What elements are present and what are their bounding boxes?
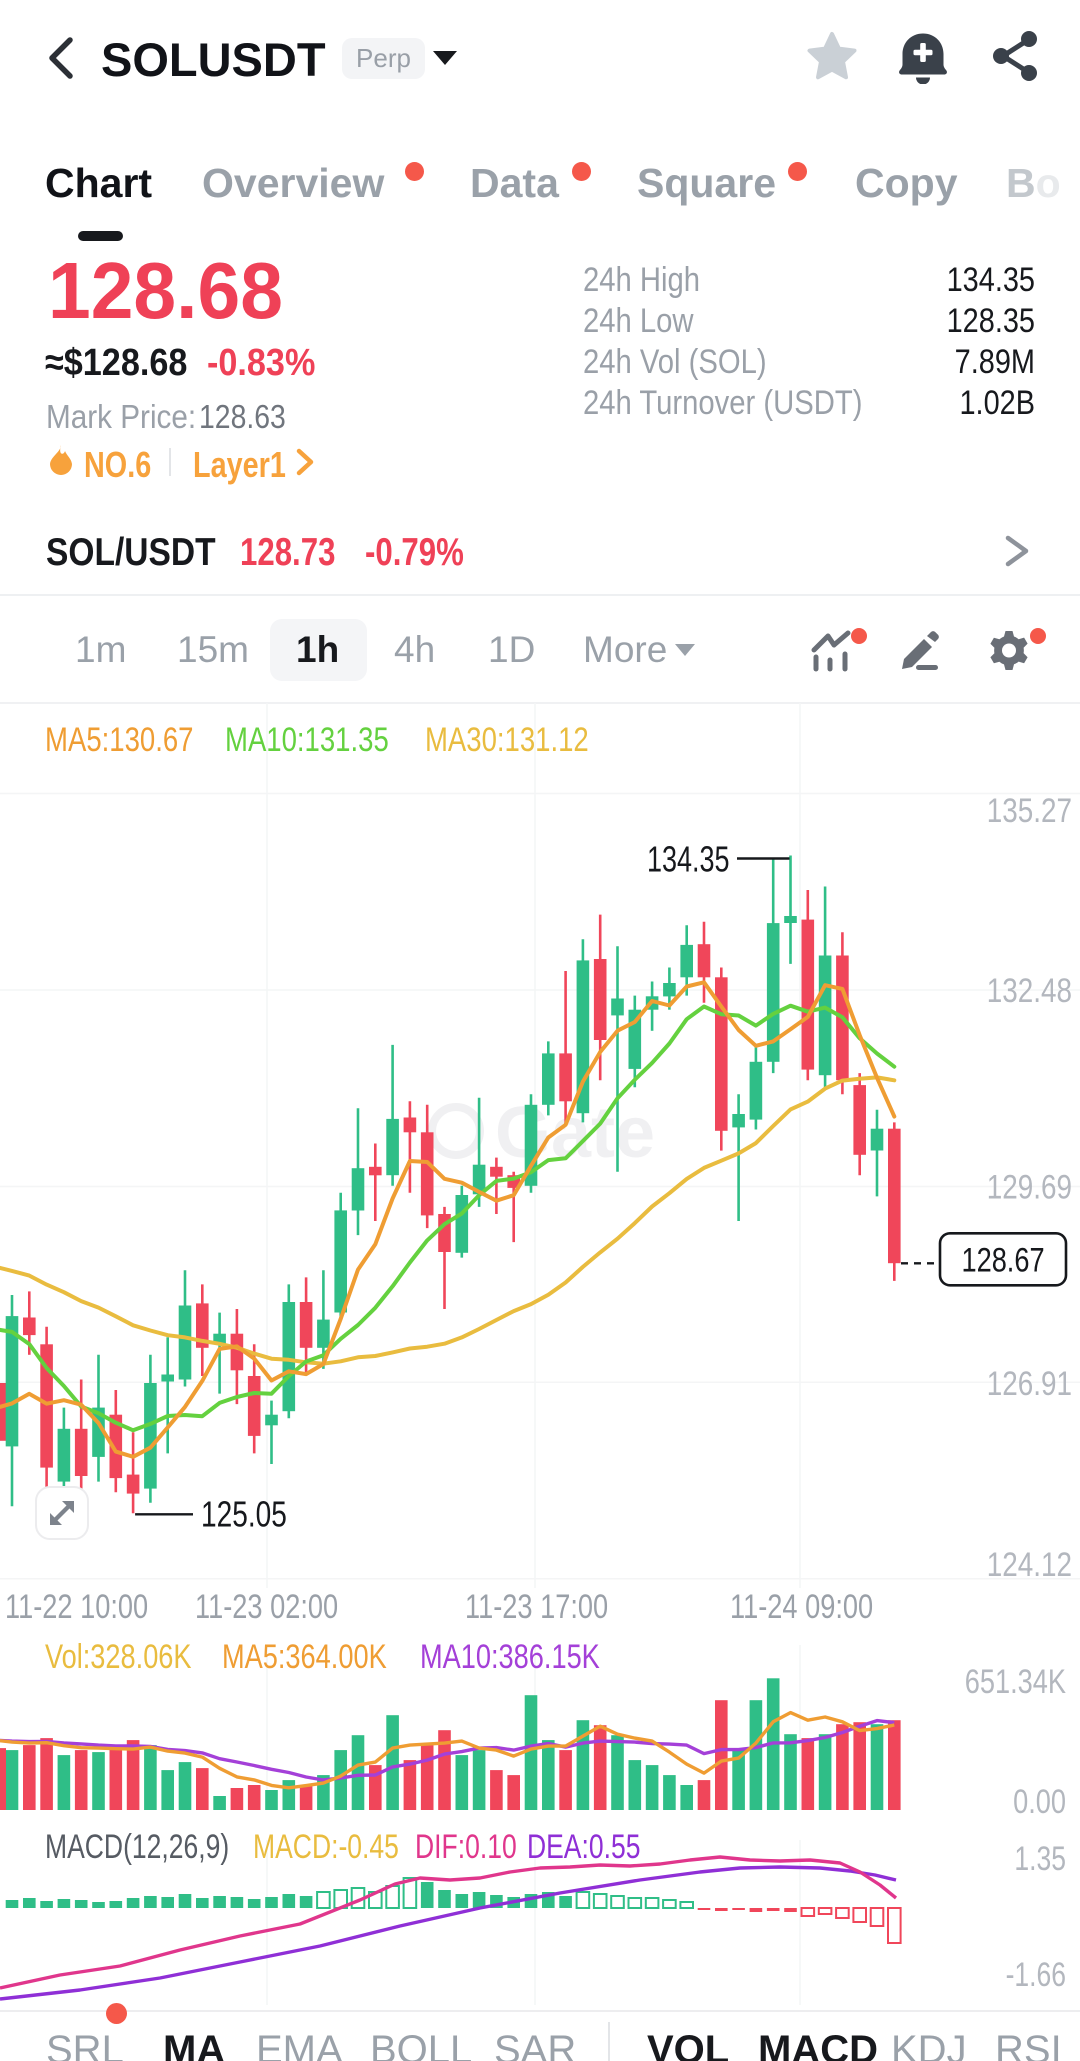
svg-text:651.34K: 651.34K — [965, 1662, 1067, 1701]
svg-text:MA5:364.00K: MA5:364.00K — [222, 1637, 387, 1676]
svg-text:134.35: 134.35 — [647, 839, 730, 880]
svg-text:MACD(12,26,9): MACD(12,26,9) — [45, 1828, 229, 1866]
svg-text:MA5:130.67: MA5:130.67 — [45, 720, 193, 758]
svg-text:1.35: 1.35 — [1014, 1840, 1066, 1878]
svg-text:MA30:131.12: MA30:131.12 — [425, 720, 589, 758]
svg-text:135.27: 135.27 — [987, 791, 1072, 829]
svg-text:MA10:386.15K: MA10:386.15K — [420, 1637, 600, 1676]
svg-text:MA10:131.35: MA10:131.35 — [225, 720, 389, 758]
svg-text:0.00: 0.00 — [1013, 1782, 1066, 1820]
svg-text:126.91: 126.91 — [987, 1364, 1072, 1402]
svg-text:-1.66: -1.66 — [1006, 1956, 1066, 1994]
svg-text:129.69: 129.69 — [987, 1168, 1072, 1206]
svg-text:128.67: 128.67 — [961, 1240, 1044, 1279]
svg-text:DEA:0.55: DEA:0.55 — [527, 1828, 640, 1866]
svg-text:124.12: 124.12 — [987, 1545, 1072, 1583]
svg-text:Vol:328.06K: Vol:328.06K — [45, 1637, 192, 1676]
svg-text:DIF:0.10: DIF:0.10 — [415, 1828, 517, 1866]
svg-text:MACD:-0.45: MACD:-0.45 — [253, 1828, 399, 1866]
svg-text:125.05: 125.05 — [201, 1494, 287, 1534]
svg-text:132.48: 132.48 — [987, 971, 1072, 1009]
